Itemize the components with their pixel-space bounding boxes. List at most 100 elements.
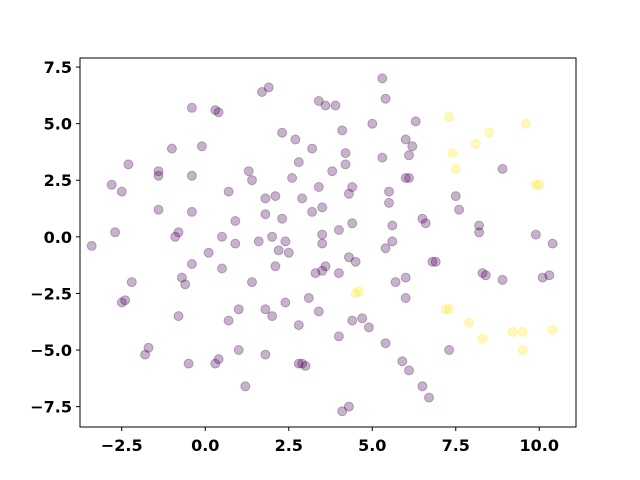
data-point — [440, 304, 451, 315]
x-tick-label: −2.5 — [101, 436, 143, 455]
data-point — [404, 150, 414, 161]
data-point — [140, 349, 151, 360]
data-point — [400, 293, 411, 303]
data-point — [343, 252, 354, 263]
data-point — [290, 134, 301, 145]
data-point — [444, 345, 455, 355]
data-point — [534, 179, 545, 190]
data-point — [517, 326, 528, 337]
data-point — [277, 127, 288, 138]
data-point — [116, 297, 127, 308]
data-point — [277, 213, 288, 224]
data-point — [484, 127, 495, 138]
y-tick-label: 0.0 — [44, 228, 72, 247]
data-point — [387, 220, 398, 231]
data-point — [247, 175, 257, 186]
data-point — [477, 268, 488, 279]
data-point — [347, 182, 358, 192]
data-point — [410, 116, 421, 127]
data-point — [297, 358, 308, 369]
plot-area-frame — [79, 57, 577, 428]
data-point — [337, 125, 348, 136]
data-point — [186, 259, 197, 269]
data-point — [180, 279, 191, 290]
y-tick-label: 5.0 — [44, 115, 72, 134]
data-point — [447, 148, 458, 159]
data-points — [86, 73, 558, 417]
data-point — [213, 354, 224, 365]
data-point — [530, 179, 541, 190]
data-point — [367, 118, 378, 129]
data-point — [217, 231, 227, 242]
data-point — [233, 304, 244, 315]
data-point — [420, 218, 431, 229]
data-point — [287, 173, 298, 183]
data-point — [430, 256, 441, 267]
data-point — [123, 159, 134, 170]
y-tick-label: −7.5 — [30, 398, 72, 417]
data-point — [247, 277, 257, 288]
data-point — [110, 227, 121, 238]
data-point — [297, 193, 308, 204]
data-point — [317, 229, 328, 240]
data-point — [347, 218, 358, 229]
data-point — [380, 93, 391, 104]
x-axis: −2.5 0.0 2.5 5.0 7.5 10.0 — [101, 427, 559, 455]
y-tick-label: 2.5 — [44, 171, 72, 190]
data-point — [530, 229, 541, 240]
data-point — [377, 152, 388, 163]
data-point — [203, 247, 214, 258]
data-point — [477, 333, 488, 344]
data-point — [350, 288, 361, 299]
data-point — [230, 238, 241, 249]
data-point — [153, 170, 164, 181]
data-point — [340, 148, 351, 159]
data-point — [317, 265, 328, 276]
data-point — [166, 143, 177, 154]
data-point — [327, 166, 338, 177]
data-point — [293, 320, 304, 331]
y-tick-label: −2.5 — [30, 284, 72, 303]
data-point — [404, 173, 414, 183]
data-point — [240, 381, 251, 392]
data-point — [343, 401, 354, 412]
data-point — [210, 358, 221, 369]
data-point — [384, 186, 394, 197]
data-point — [186, 102, 197, 113]
data-point — [303, 293, 314, 303]
data-point — [317, 238, 328, 249]
data-point — [497, 163, 508, 174]
data-point — [86, 240, 97, 251]
x-tick-label: 0.0 — [191, 436, 219, 455]
data-point — [517, 345, 528, 355]
data-point — [280, 297, 291, 308]
data-point — [253, 236, 264, 247]
data-point — [480, 270, 491, 281]
data-point — [347, 315, 358, 326]
data-point — [470, 139, 481, 149]
data-point — [173, 227, 184, 238]
y-axis: 7.5 5.0 2.5 0.0 −2.5 −5.0 −7.5 — [30, 58, 80, 417]
data-point — [243, 166, 254, 177]
data-point — [320, 261, 331, 272]
data-point — [257, 87, 267, 97]
data-point — [260, 304, 271, 315]
data-point — [176, 272, 187, 283]
data-point — [170, 231, 181, 242]
data-point — [380, 338, 391, 349]
data-point — [333, 268, 344, 279]
data-point — [313, 306, 324, 317]
data-point — [544, 270, 555, 281]
data-point — [267, 231, 278, 242]
data-point — [233, 345, 244, 355]
x-tick-label: 5.0 — [358, 436, 386, 455]
data-point — [547, 324, 558, 335]
data-point — [520, 118, 531, 129]
data-point — [464, 317, 475, 328]
data-point — [183, 358, 194, 369]
data-point — [126, 277, 137, 288]
data-point — [400, 173, 411, 183]
data-point — [497, 274, 508, 285]
data-point — [417, 213, 428, 224]
data-point — [333, 331, 344, 342]
